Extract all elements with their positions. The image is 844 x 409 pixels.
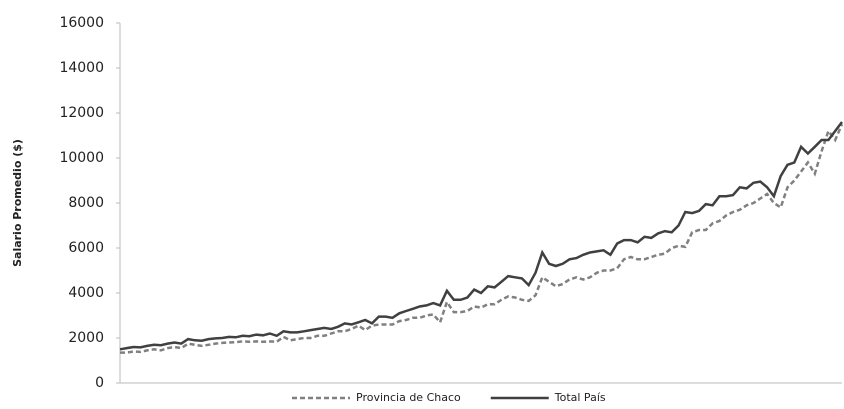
y-tick-label: 16000 — [59, 15, 104, 31]
y-tick-label: 10000 — [59, 150, 104, 166]
series-line — [119, 121, 843, 351]
y-tick-label: 2000 — [68, 330, 104, 346]
y-tick-label: 0 — [95, 375, 104, 391]
y-tick-label: 12000 — [59, 105, 104, 121]
y-tick-label: 14000 — [59, 60, 104, 76]
y-axis-label: Salario Promedio ($) — [11, 139, 24, 267]
series-line — [120, 123, 844, 354]
y-tick-label: 6000 — [68, 240, 104, 256]
legend-label: Provincia de Chaco — [356, 391, 461, 404]
y-tick-label: 8000 — [68, 195, 104, 211]
legend-label: Total País — [554, 391, 606, 404]
y-tick-label: 4000 — [68, 285, 104, 301]
